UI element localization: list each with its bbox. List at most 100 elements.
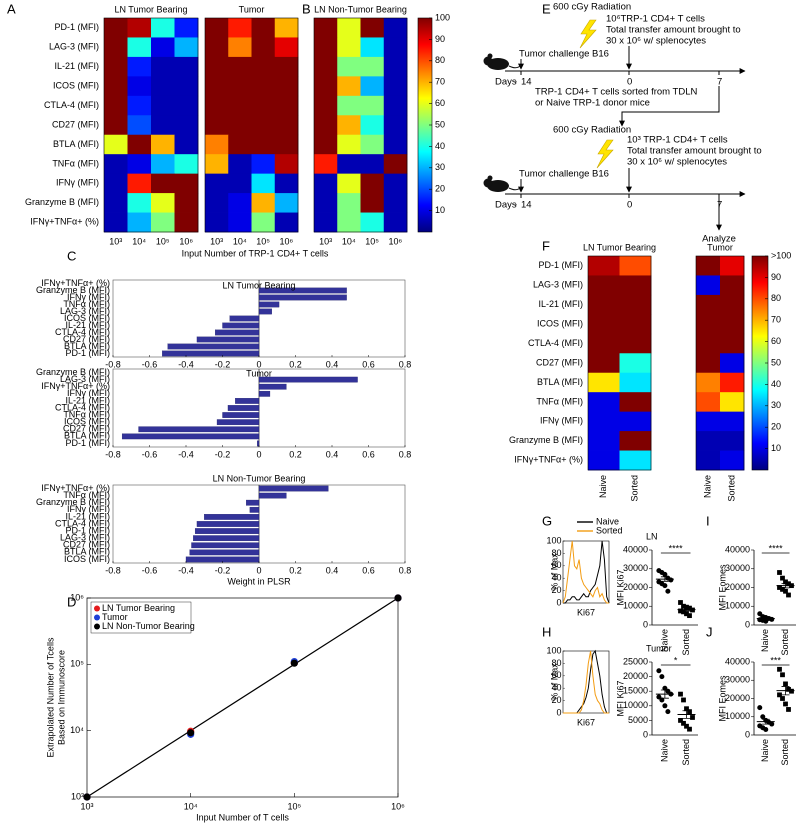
data-point: [777, 570, 782, 575]
heatmap-cell: [588, 275, 620, 296]
heatmap-cell: [337, 76, 361, 97]
column-label: 10³: [109, 236, 122, 246]
row-label: TNFα (MFI): [536, 396, 583, 406]
category-label: Naive: [659, 629, 669, 652]
heatmap-cell: [274, 76, 299, 97]
significance-label: ***: [770, 655, 781, 665]
x-tick-label: -0.8: [105, 565, 121, 575]
heatmap-cell: [151, 134, 175, 155]
y-tick-label: 10000: [623, 601, 648, 611]
column-label: 10⁵: [365, 236, 379, 246]
heatmap-cell: [127, 154, 152, 175]
heatmap-cell: [588, 392, 620, 413]
y-axis-label: MFI Ki67: [615, 680, 625, 716]
data-point: [394, 594, 402, 602]
bar: [249, 506, 260, 513]
panel-letter: E: [542, 1, 551, 16]
heatmap-cell: [314, 95, 338, 116]
heatmap-cell: [174, 37, 199, 58]
lightning-icon: [579, 19, 597, 49]
heatmap-cell: [720, 372, 745, 393]
column-label: 10⁶: [179, 236, 193, 246]
colorbar-tick-label: 40: [435, 141, 445, 151]
y-tick-label: 20: [551, 585, 561, 595]
bar: [258, 492, 287, 499]
x-tick-label: 0: [256, 359, 261, 369]
heatmap-cell: [151, 212, 175, 233]
x-tick-label: 10⁴: [184, 801, 198, 811]
x-tick-label: -0.8: [105, 449, 121, 459]
x-axis-label: Weight in PLSR: [227, 576, 291, 586]
colorbar-tick-label: 100: [435, 12, 450, 22]
data-point: [665, 588, 671, 594]
y-tick-label: 25000: [623, 656, 648, 666]
data-point: [681, 603, 686, 609]
heatmap-cell: [251, 212, 276, 233]
heatmap-cell: [205, 193, 229, 213]
heatmap-cell: [104, 134, 128, 155]
y-axis-label: MFI Eomes: [717, 675, 727, 722]
y-tick-label: 20000: [725, 693, 750, 703]
heatmap-cell: [337, 115, 361, 136]
heatmap-cell: [383, 115, 408, 136]
heatmap-cell: [251, 115, 276, 136]
category-label: PD-1 (MFI): [66, 348, 111, 358]
legend-swatch: [94, 623, 100, 630]
heatmap-cell: [174, 76, 199, 97]
colorbar-tick-label: 20: [435, 184, 445, 194]
heatmap-cell: [383, 154, 408, 175]
y-tick-label: 100: [546, 535, 561, 545]
heatmap-cell: [228, 212, 252, 233]
heatmap-cell: [720, 294, 745, 315]
colorbar-tick-label: 80: [435, 55, 445, 65]
data-point: [763, 727, 769, 733]
category-label: IL-21 (MFI): [65, 320, 110, 330]
heatmap-cell: [588, 333, 620, 354]
heatmap-cell: [174, 115, 199, 136]
data-point: [786, 592, 791, 598]
heatmap-cell: [720, 256, 745, 276]
category-label: Sorted: [681, 739, 691, 766]
row-label: CTLA-4 (MFI): [528, 338, 583, 348]
legend-label: LN Tumor Bearing: [102, 603, 175, 613]
data-point: [783, 681, 788, 687]
heatmap-cell: [274, 18, 299, 38]
category-label: TNFα (MFI): [63, 490, 110, 500]
colorbar-tick-label: 90: [435, 34, 445, 44]
heatmap-cell: [383, 95, 408, 116]
heatmap-cell: [274, 173, 299, 194]
heatmap-cell: [337, 154, 361, 175]
heatmap-cell: [274, 193, 299, 213]
heatmap-cell: [696, 314, 721, 335]
x-tick-label: 10⁶: [391, 801, 405, 811]
colorbar-tick-label: 30: [771, 400, 781, 410]
diagram-text: 14: [521, 200, 532, 211]
category-label: Sorted: [780, 629, 790, 656]
histogram-line: [562, 540, 609, 604]
data-point: [783, 701, 788, 707]
heatmap-cell: [619, 294, 652, 315]
data-point: [659, 674, 665, 680]
heatmap-cell: [337, 37, 361, 58]
category-label: ICOS (MFI): [64, 417, 110, 427]
data-point: [290, 659, 298, 667]
x-axis-label: Ki67: [577, 607, 595, 617]
heatmap-cell: [174, 95, 199, 116]
heatmap-cell: [151, 95, 175, 116]
data-point: [662, 703, 668, 709]
heatmap-cell: [720, 333, 745, 354]
significance-label: ****: [669, 543, 684, 553]
error-bar: [682, 710, 691, 719]
heatmap-cell: [127, 115, 152, 136]
y-tick-label: 10⁴: [70, 725, 84, 735]
diagram-text: 30 x 10⁶ w/ splenocytes: [606, 36, 706, 47]
heatmap-cell: [251, 18, 276, 38]
y-tick-label: 100: [546, 645, 561, 655]
chart-title: LN Tumor Bearing: [222, 280, 295, 290]
legend-label: Naive: [596, 516, 619, 526]
heatmap-cell: [696, 333, 721, 354]
heatmap-cell: [314, 154, 338, 175]
diagram-text: Total transfer amount brought to: [606, 25, 741, 36]
fit-line: [86, 597, 399, 798]
heatmap-cell: [274, 115, 299, 136]
